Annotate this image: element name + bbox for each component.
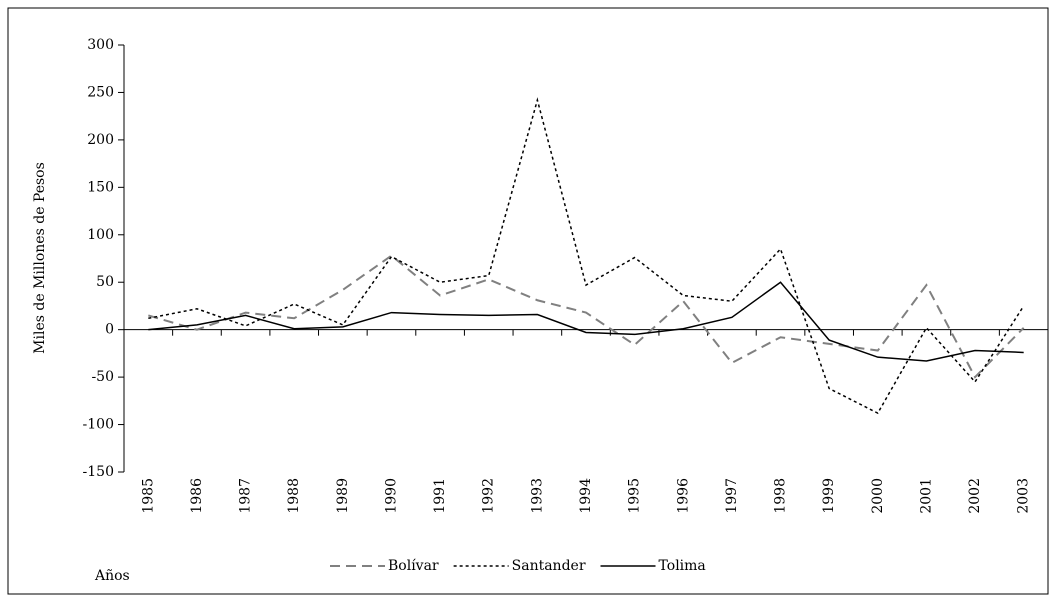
y-tick-label: 100 (87, 227, 114, 243)
legend-label: Tolima (659, 558, 706, 574)
y-tick-label: 0 (105, 322, 114, 338)
y-tick-label: 50 (96, 274, 114, 290)
y-tick-label: 200 (87, 132, 114, 148)
series-line (148, 281, 1024, 362)
x-tick-label: 1990 (383, 478, 399, 514)
x-axis-label: Años (94, 568, 130, 584)
x-tick-label: 1986 (189, 478, 205, 514)
x-tick-label: 1985 (140, 478, 156, 514)
y-tick-label: -150 (83, 464, 114, 480)
x-tick-label: 1997 (724, 478, 740, 514)
y-tick-label: -100 (83, 417, 114, 433)
x-tick-label: 1991 (432, 478, 448, 514)
x-tick-label: 1987 (238, 478, 254, 514)
y-tick-label: 250 (87, 84, 114, 100)
y-tick-label: 150 (87, 179, 114, 195)
x-tick-label: 2000 (870, 478, 886, 514)
x-tick-label: 1988 (286, 478, 302, 514)
y-tick-label: 300 (87, 37, 114, 53)
x-tick-label: 1995 (627, 478, 643, 514)
y-axis-label: Miles de Millones de Pesos (32, 162, 48, 354)
series-line (148, 97, 1025, 415)
chart-frame (7, 7, 1049, 595)
x-tick-label: 1994 (578, 478, 594, 514)
x-tick-label: 1992 (481, 478, 497, 514)
x-tick-label: 2003 (1016, 478, 1032, 514)
x-tick-label: 1993 (529, 478, 545, 514)
x-tick-label: 1998 (773, 478, 789, 514)
x-tick-label: 1989 (335, 478, 351, 514)
legend-label: Bolívar (388, 558, 439, 574)
x-tick-label: 2002 (967, 478, 983, 514)
x-tick-label: 2001 (918, 478, 934, 514)
x-tick-label: 1999 (821, 478, 837, 514)
x-tick-label: 1996 (675, 478, 691, 514)
legend-label: Santander (512, 558, 586, 574)
y-tick-label: -50 (91, 369, 114, 385)
series-line (148, 254, 1025, 379)
